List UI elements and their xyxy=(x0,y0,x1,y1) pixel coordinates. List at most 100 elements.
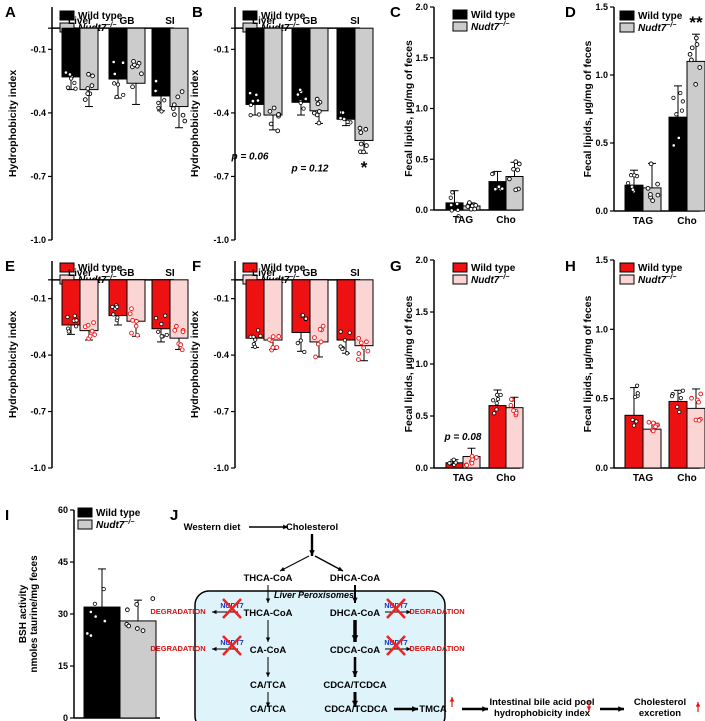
y-tick-label: -0.7 xyxy=(213,171,229,181)
legend-label: Wild type xyxy=(78,11,123,22)
data-point xyxy=(153,315,159,321)
legend-label: Wild type xyxy=(96,508,141,519)
bar xyxy=(505,176,524,211)
data-point xyxy=(66,329,71,334)
data-point xyxy=(361,345,367,351)
degradation-label: DEGRADATION xyxy=(150,607,205,616)
data-point xyxy=(312,335,317,340)
data-point xyxy=(276,112,281,117)
data-point xyxy=(508,403,514,408)
legend-label: Nudt7−/− xyxy=(638,22,676,34)
data-point xyxy=(694,42,700,47)
y-tick-label: 1.0 xyxy=(415,359,428,369)
data-point xyxy=(115,82,121,87)
data-point xyxy=(338,116,343,121)
data-point xyxy=(82,97,88,102)
data-point xyxy=(689,395,694,401)
data-point xyxy=(102,618,107,624)
y-tick-label: 0.5 xyxy=(415,411,428,421)
y-tick-label: -0.7 xyxy=(30,171,46,181)
data-point xyxy=(92,332,98,337)
annotation: * xyxy=(361,158,368,177)
data-point xyxy=(248,113,253,118)
data-point xyxy=(271,105,277,111)
y-tick-label: -0.4 xyxy=(213,350,229,360)
data-point xyxy=(179,347,185,353)
data-point xyxy=(490,171,495,177)
y-tick-label: -0.1 xyxy=(30,294,46,304)
data-point xyxy=(496,184,502,189)
legend-swatch xyxy=(242,262,258,273)
legend-label: Nudt7−/− xyxy=(638,274,676,286)
data-point xyxy=(317,109,322,114)
data-point xyxy=(114,94,119,100)
category-label: GB xyxy=(303,268,318,279)
data-point xyxy=(635,391,640,396)
data-point xyxy=(676,135,681,140)
data-point xyxy=(320,323,326,329)
data-point xyxy=(135,332,140,338)
category-label: GB xyxy=(303,16,318,27)
data-point xyxy=(65,314,70,320)
y-tick-label: 0.0 xyxy=(595,463,608,473)
data-point xyxy=(491,398,496,403)
panel-B: B -0.1 -0.4 -0.7 -1.0 Hydrophobicity index Wil… xyxy=(189,4,374,245)
data-point xyxy=(697,65,703,70)
y-axis-label: Fecal lipids, µg/mg of feces xyxy=(403,40,415,177)
annotation: p = 0.12 xyxy=(291,164,329,175)
data-point xyxy=(73,324,79,329)
data-point xyxy=(494,401,499,406)
data-point xyxy=(171,106,176,111)
data-point xyxy=(248,91,253,96)
y-tick-label: -0.4 xyxy=(30,108,46,118)
data-point xyxy=(150,596,156,601)
data-point xyxy=(68,76,74,81)
category-label: Liver xyxy=(252,16,276,27)
panel-label: F xyxy=(192,258,201,275)
arrow xyxy=(279,555,310,572)
cdca-tcdca-outside: CDCA/TCDCA xyxy=(324,704,387,715)
data-point xyxy=(648,161,654,167)
data-point xyxy=(256,112,262,117)
degradation-label: DEGRADATION xyxy=(150,644,205,653)
data-point xyxy=(675,404,680,409)
data-point xyxy=(655,192,661,198)
bar xyxy=(263,27,283,116)
panel-J-diagram: J Western diet Cholesterol THCA-CoA DHCA-CoA… xyxy=(150,507,701,721)
y-axis-label: Hydrophobicity index xyxy=(7,311,19,419)
data-point xyxy=(447,461,452,466)
data-point xyxy=(88,609,93,614)
data-point xyxy=(449,202,454,208)
data-point xyxy=(120,60,126,65)
data-point xyxy=(156,105,161,111)
data-point xyxy=(358,340,364,346)
data-point xyxy=(315,101,321,107)
data-point xyxy=(698,391,704,397)
data-point xyxy=(250,98,255,104)
bar xyxy=(309,279,329,343)
data-point xyxy=(90,73,95,79)
data-point xyxy=(626,180,631,186)
data-point xyxy=(300,313,305,318)
data-point xyxy=(270,334,276,339)
data-point xyxy=(73,86,78,91)
data-point xyxy=(358,130,364,135)
tmca: TMCA xyxy=(419,704,447,715)
nudt7-label: NUDT7 xyxy=(220,603,243,610)
western-diet: Western diet xyxy=(184,522,242,533)
data-point xyxy=(356,357,361,362)
data-point xyxy=(494,407,499,412)
data-point xyxy=(156,100,161,105)
nudt7-label: NUDT7 xyxy=(384,640,407,647)
legend-label: Wild type xyxy=(471,263,516,274)
data-point xyxy=(515,167,521,173)
data-point xyxy=(450,190,455,195)
nudt7-label: NUDT7 xyxy=(220,640,243,647)
data-point xyxy=(646,419,652,425)
y-tick-label: 0.0 xyxy=(415,463,428,473)
legend-label: Wild type xyxy=(638,11,683,22)
bar xyxy=(61,27,81,78)
arrow-head xyxy=(406,646,411,652)
